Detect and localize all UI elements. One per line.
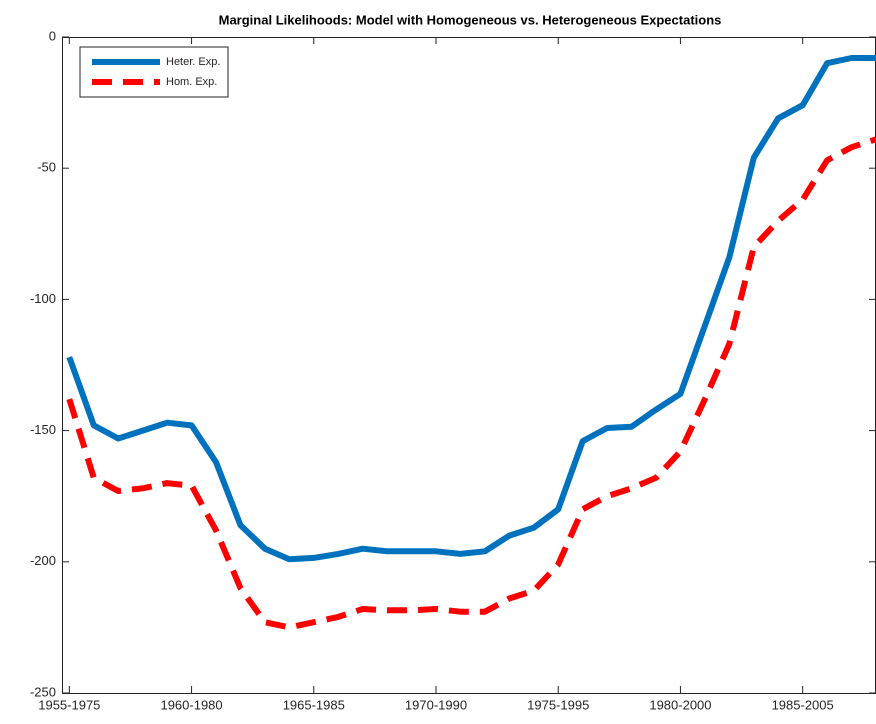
y-tick-label: -50 [37, 160, 56, 175]
y-tick-label: -200 [30, 553, 56, 568]
x-tick-label: 1985-2005 [772, 697, 834, 712]
legend-label: Heter. Exp. [166, 56, 220, 68]
y-tick-label: -100 [30, 291, 56, 306]
series-line [66, 136, 876, 631]
series-line [66, 55, 876, 563]
x-tick-label: 1965-1985 [283, 697, 345, 712]
legend-box [79, 46, 229, 98]
x-tick-label: 1975-1995 [527, 697, 589, 712]
y-tick-label: 0 [49, 28, 56, 43]
plot-area [66, 55, 876, 631]
x-tick-label: 1955-1975 [38, 697, 100, 712]
x-tick-label: 1970-1990 [405, 697, 467, 712]
x-tick-label: 1980-2000 [649, 697, 711, 712]
legend-label: Hom. Exp. [166, 76, 217, 88]
y-tick-label: -150 [30, 422, 56, 437]
chart-title: Marginal Likelihoods: Model with Homogen… [219, 12, 722, 27]
x-tick-label: 1960-1980 [160, 697, 222, 712]
y-tick-label: -250 [30, 684, 56, 699]
